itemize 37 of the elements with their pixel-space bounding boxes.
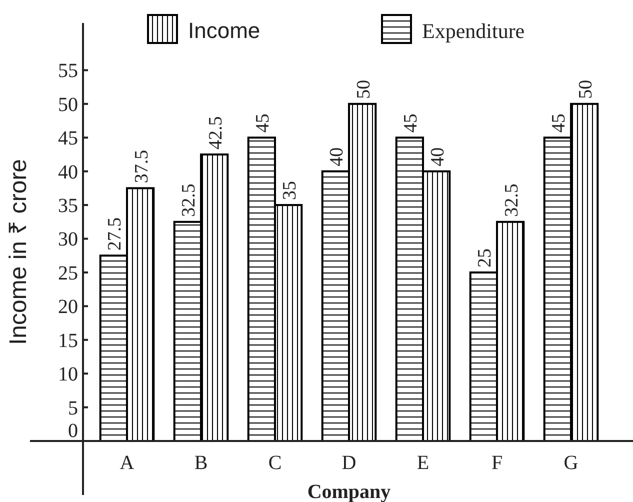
y-tick-label: 40	[58, 161, 78, 184]
data-label: 50	[353, 80, 374, 99]
data-label: 32.5	[178, 184, 200, 217]
y-tick-label: 55	[58, 60, 78, 82]
y-tick-label: 15	[58, 330, 78, 352]
data-label: 45	[400, 114, 422, 133]
data-label: 50	[575, 80, 596, 99]
data-label: 32.5	[501, 184, 522, 217]
data-label: 45	[548, 114, 570, 133]
x-tick-label: F	[491, 452, 503, 474]
x-tick-label: B	[194, 452, 208, 474]
x-tick-label: A	[120, 452, 135, 474]
data-label: 37.5	[131, 150, 152, 184]
x-tick-label: D	[342, 452, 356, 474]
data-label: 45	[252, 114, 274, 133]
x-tick-label: C	[268, 452, 282, 474]
legend-label: Expenditure	[422, 19, 525, 43]
y-tick-label: 45	[58, 128, 78, 150]
x-tick-label: E	[416, 452, 430, 474]
data-label: 35	[279, 181, 300, 200]
y-tick-label: 50	[58, 94, 78, 116]
data-label: 25	[474, 248, 496, 268]
y-tick-label: 0	[68, 420, 78, 442]
y-tick-label: 20	[58, 296, 78, 318]
legend-label: Income	[188, 18, 260, 43]
data-label: 42.5	[205, 116, 226, 150]
y-tick-label: 5	[68, 397, 78, 420]
x-tick-label: G	[564, 452, 578, 474]
y-tick-label: 35	[58, 195, 78, 218]
y-tick-label: 25	[58, 262, 78, 284]
y-axis-title: Income in ₹ crore	[5, 158, 32, 346]
data-label: 40	[427, 147, 448, 166]
data-label: 40	[326, 147, 348, 166]
y-tick-label: 10	[58, 364, 78, 386]
y-tick-label: 30	[58, 228, 78, 251]
data-label: 27.5	[104, 217, 126, 251]
x-axis-title: Company	[307, 481, 391, 502]
